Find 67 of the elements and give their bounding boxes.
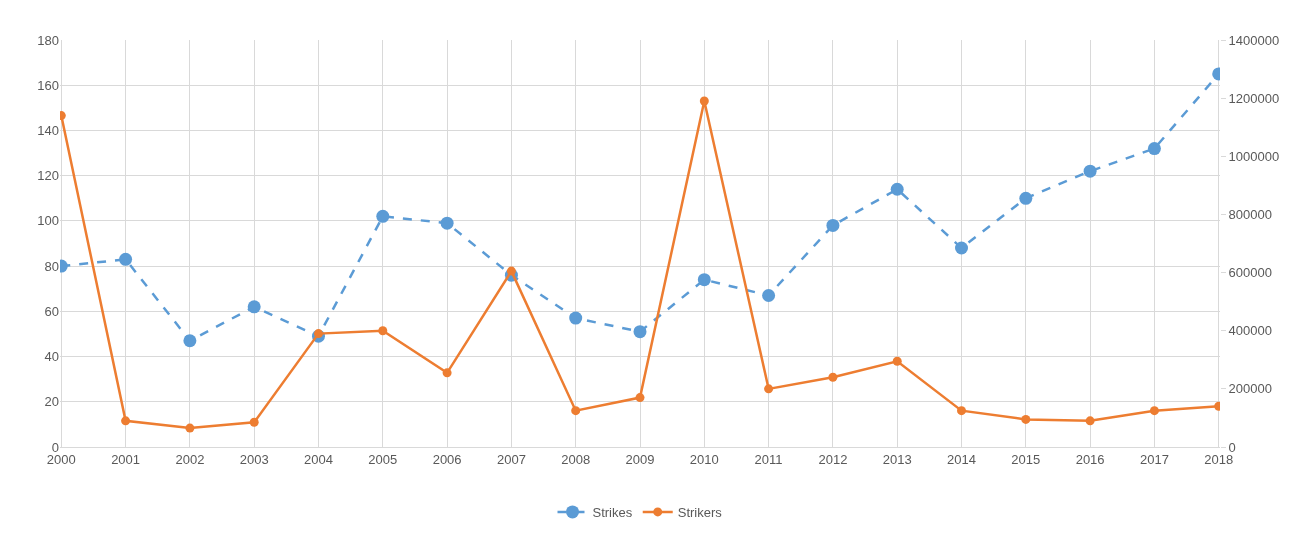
point [826, 218, 840, 232]
point [828, 372, 838, 382]
x-tick-label: 2006 [432, 451, 462, 467]
point [121, 416, 131, 426]
legend-label: Strikers [677, 504, 723, 520]
point [764, 384, 774, 394]
y-tick-label: 20 [44, 394, 59, 410]
x-tick-label: 2014 [947, 451, 976, 467]
y2-tick-label: 1400000 [1228, 32, 1280, 48]
point [892, 356, 902, 366]
x-tick-label: 2003 [239, 451, 269, 467]
point [699, 96, 709, 106]
x-tick-label: 2016 [1075, 451, 1105, 467]
point [955, 241, 969, 255]
point [442, 368, 452, 378]
point [185, 423, 195, 433]
x-tick-label: 2011 [754, 451, 783, 467]
point [762, 289, 776, 302]
y-tick-label: 60 [44, 303, 59, 319]
y2-tick-label: 800000 [1228, 206, 1272, 222]
y2-tick-label: 1200000 [1228, 90, 1280, 106]
x-tick-label: 2012 [818, 451, 848, 467]
point [1149, 406, 1159, 416]
y2-tick-label: 1000000 [1228, 148, 1280, 164]
x-tick-label: 2005 [368, 451, 398, 467]
point [635, 393, 645, 403]
legend-label: Strikes [592, 504, 633, 520]
point [633, 325, 647, 339]
y-tick-label: 160 [37, 77, 59, 93]
point [378, 326, 388, 336]
x-tick-label: 2002 [175, 451, 205, 467]
point [119, 252, 133, 266]
x-tick-label: 2007 [496, 451, 526, 467]
point [1021, 414, 1031, 424]
x-tick-label: 2008 [561, 451, 591, 467]
y-tick-label: 180 [37, 32, 59, 48]
y-tick-label: 140 [37, 122, 59, 138]
y2-tick-label: 200000 [1228, 381, 1272, 397]
point [1147, 142, 1161, 156]
y-tick-label: 40 [44, 349, 59, 365]
y-tick-label: 120 [37, 168, 59, 184]
x-tick-label: 2009 [625, 451, 655, 467]
point [957, 406, 967, 416]
x-tick-label: 2013 [882, 451, 912, 467]
y-tick-label: 100 [37, 213, 59, 229]
point [313, 329, 323, 339]
point [569, 311, 583, 325]
point [697, 273, 711, 287]
x-tick-label: 2001 [111, 451, 141, 467]
point [1085, 416, 1095, 426]
point [1019, 191, 1033, 205]
point [249, 417, 259, 427]
point [376, 209, 390, 223]
x-tick-label: 2015 [1011, 451, 1041, 467]
point [571, 406, 581, 416]
x-tick-label: 2017 [1139, 451, 1169, 467]
x-tick-label: 2010 [689, 451, 719, 467]
point [890, 182, 904, 196]
point [183, 334, 197, 348]
y-tick-label: 80 [44, 258, 59, 274]
point [247, 300, 261, 314]
point [1083, 164, 1097, 178]
y2-tick-label: 400000 [1228, 323, 1272, 339]
point [440, 216, 454, 230]
y2-tick-label: 600000 [1228, 265, 1272, 281]
x-tick-label: 2004 [304, 451, 333, 467]
point [506, 266, 516, 276]
